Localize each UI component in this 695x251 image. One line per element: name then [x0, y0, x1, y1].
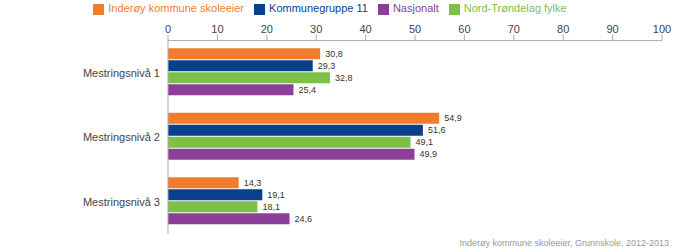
- svg-text:80: 80: [557, 23, 569, 35]
- html-text:Nasjonalt: Nasjonalt: [392, 2, 439, 14]
- svg-text:60: 60: [458, 23, 470, 35]
- svg-text:25,4: 25,4: [298, 85, 316, 95]
- svg-text:Mestringsnivå 2: Mestringsnivå 2: [83, 131, 160, 143]
- svg-text:29,3: 29,3: [318, 61, 336, 71]
- svg-text:49,9: 49,9: [420, 149, 438, 159]
- svg-text:51,6: 51,6: [428, 125, 446, 135]
- html-text:Kommunegruppe 11: Kommunegruppe 11: [269, 2, 368, 14]
- svg-text:54,9: 54,9: [444, 113, 462, 123]
- html-text:Nord-Trøndelag fylke: Nord-Trøndelag fylke: [463, 2, 567, 14]
- svg-text:70: 70: [508, 23, 520, 35]
- svg-text:24,6: 24,6: [295, 214, 313, 224]
- svg-text:20: 20: [261, 23, 273, 35]
- svg-text:49,1: 49,1: [416, 137, 434, 147]
- svg-text:10: 10: [211, 23, 223, 35]
- svg-text:32,8: 32,8: [335, 73, 353, 83]
- svg-text:40: 40: [359, 23, 371, 35]
- html-text:Inderøy kommune skoleeier: Inderøy kommune skoleeier: [108, 2, 244, 14]
- svg-text:30: 30: [310, 23, 322, 35]
- svg-text:14,3: 14,3: [244, 178, 262, 188]
- svg-text:19,1: 19,1: [267, 190, 285, 200]
- html-text:Inderøy kommune skoleeier, Gru: Inderøy kommune skoleeier, Grunnskole, 2…: [459, 238, 669, 248]
- svg-text:0: 0: [165, 23, 171, 35]
- svg-text:30,8: 30,8: [325, 49, 343, 59]
- svg-text:Mestringsnivå 3: Mestringsnivå 3: [83, 196, 160, 208]
- svg-text:18,1: 18,1: [262, 202, 280, 212]
- svg-text:50: 50: [409, 23, 421, 35]
- svg-text:90: 90: [606, 23, 618, 35]
- svg-text:100: 100: [653, 23, 671, 35]
- svg-text:Mestringsnivå 1: Mestringsnivå 1: [83, 67, 160, 79]
